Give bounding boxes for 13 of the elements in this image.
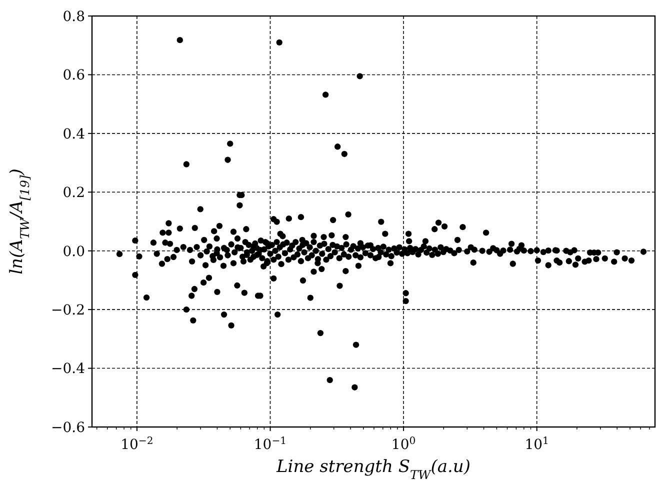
y-tick-label: 0.8: [62, 8, 85, 25]
x-tick-label: 10$^{0}$: [391, 436, 416, 453]
x-tick-label: 10$^{−1}$: [254, 436, 287, 453]
x-tick-label: 10$^{1}$: [524, 436, 549, 453]
y-tick-label: 0.2: [62, 185, 85, 202]
y-tick-label: −0.2: [51, 302, 85, 318]
y-tick-label: 0.6: [62, 68, 86, 84]
y-tick-label: 0.0: [62, 244, 85, 260]
x-axis-title: Line strength S$_{TW}$(a.u): [275, 457, 471, 482]
y-tick-label: −0.6: [51, 420, 86, 436]
y-tick-label: −0.4: [51, 361, 86, 378]
x-tick-label: 10$^{−2}$: [120, 436, 154, 453]
y-tick-label: 0.4: [62, 126, 86, 142]
